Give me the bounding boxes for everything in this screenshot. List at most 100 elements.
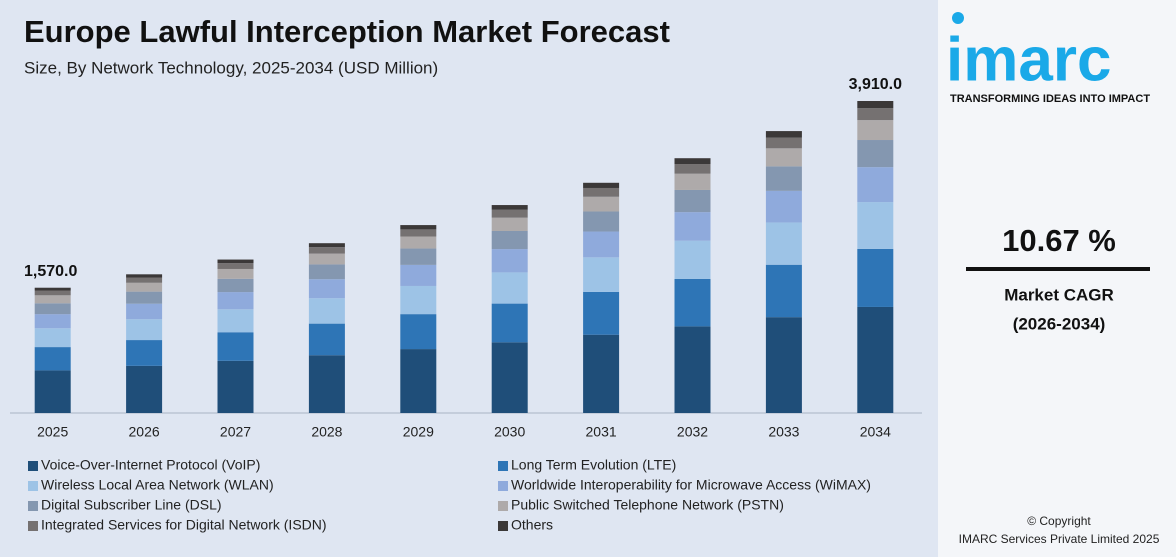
bar-segment (674, 278, 711, 327)
logo: imarc (946, 25, 1111, 94)
cagr-value: 10.67 % (1002, 223, 1116, 258)
bar-segment (857, 202, 894, 249)
bar-segment (126, 291, 163, 304)
bar-segment (674, 212, 711, 241)
legend-label: Voice-Over-Internet Protocol (VoIP) (41, 457, 260, 473)
legend-swatch (28, 501, 38, 511)
bar-segment (126, 274, 163, 278)
bar-segment (126, 319, 163, 341)
bar-segment (217, 309, 254, 333)
bar-segment (400, 229, 437, 237)
bar-segment (34, 295, 71, 304)
x-tick-label: 2034 (860, 424, 891, 440)
copyright: © Copyright (1027, 514, 1091, 528)
bar-segment (857, 167, 894, 203)
bar-segment (34, 347, 71, 371)
chart-subtitle: Size, By Network Technology, 2025-2034 (… (24, 58, 438, 77)
bar-segment (217, 360, 254, 413)
bar-segment (308, 243, 345, 248)
bar-segment (857, 306, 894, 413)
bar-segment (217, 268, 254, 279)
bar-segment (217, 292, 254, 310)
x-tick-label: 2030 (494, 424, 525, 440)
bar-segment (217, 332, 254, 361)
legend-swatch (498, 501, 508, 511)
bar-segment (400, 236, 437, 249)
x-tick-label: 2026 (129, 424, 160, 440)
bar-segment (765, 190, 802, 223)
bar-segment (400, 264, 437, 286)
bar-segment (126, 303, 163, 320)
bar-segment (217, 259, 254, 264)
legend-swatch (28, 481, 38, 491)
cagr-period: (2026-2034) (1013, 314, 1106, 333)
legend-swatch (498, 461, 508, 471)
bar-segment (857, 101, 894, 109)
bar-segment (34, 290, 71, 296)
bar-segment (308, 323, 345, 356)
bar-segment (674, 158, 711, 165)
tagline: TRANSFORMING IDEAS INTO IMPACT (950, 93, 1150, 105)
bar-segment (674, 173, 711, 190)
bar-segment (400, 314, 437, 350)
bar-segment (583, 334, 620, 413)
x-tick-label: 2033 (768, 424, 799, 440)
bar-segment (583, 187, 620, 197)
bar-segment (308, 298, 345, 324)
x-tick-label: 2029 (403, 424, 434, 440)
bar-segment (583, 231, 620, 258)
bar-segment (765, 148, 802, 167)
cagr-label: Market CAGR (1004, 285, 1114, 304)
company: IMARC Services Private Limited 2025 (959, 532, 1160, 546)
bar-segment (400, 285, 437, 315)
bar-segment (765, 137, 802, 149)
bar-segment (491, 205, 528, 210)
bar-segment (583, 196, 620, 212)
bar-segment (217, 263, 254, 269)
bar-segment (34, 328, 71, 348)
x-tick-label: 2025 (37, 424, 68, 440)
bar-segment (491, 272, 528, 304)
bar-segment (583, 257, 620, 292)
bar-segment (308, 253, 345, 265)
bar-segment (583, 291, 620, 335)
bar-segment (400, 248, 437, 265)
legend-swatch (498, 481, 508, 491)
divider (966, 267, 1150, 271)
bar-segment (857, 140, 894, 168)
bar-segment (765, 317, 802, 413)
bar-segment (400, 225, 437, 230)
legend-swatch (498, 521, 508, 531)
x-tick-label: 2028 (311, 424, 342, 440)
bar-segment (765, 222, 802, 265)
bar-segment (491, 303, 528, 343)
total-label: 1,570.0 (24, 263, 77, 280)
x-tick-label: 2027 (220, 424, 251, 440)
bar-segment (674, 326, 711, 413)
legend-label: Integrated Services for Digital Network … (41, 517, 327, 533)
bar-segment (583, 211, 620, 232)
legend-label: Long Term Evolution (LTE) (511, 457, 676, 473)
bar-segment (126, 365, 163, 413)
legend-label: Public Switched Telephone Network (PSTN) (511, 497, 784, 513)
bar-segment (583, 182, 620, 188)
legend-swatch (28, 461, 38, 471)
bar-segment (217, 278, 254, 293)
bar-segment (765, 166, 802, 191)
legend-swatch (28, 521, 38, 531)
total-label: 3,910.0 (849, 76, 902, 93)
bar-segment (765, 264, 802, 318)
bar-segment (308, 279, 345, 299)
bar-segment (34, 303, 71, 315)
bar-segment (674, 189, 711, 213)
bar-segment (857, 108, 894, 121)
bar-segment (34, 370, 71, 413)
bar-segment (491, 209, 528, 218)
bar-segment (674, 240, 711, 279)
bar-segment (126, 277, 163, 283)
bar-segment (308, 355, 345, 413)
legend-label: Worldwide Interoperability for Microwave… (511, 477, 871, 493)
logo-dot (952, 12, 964, 24)
